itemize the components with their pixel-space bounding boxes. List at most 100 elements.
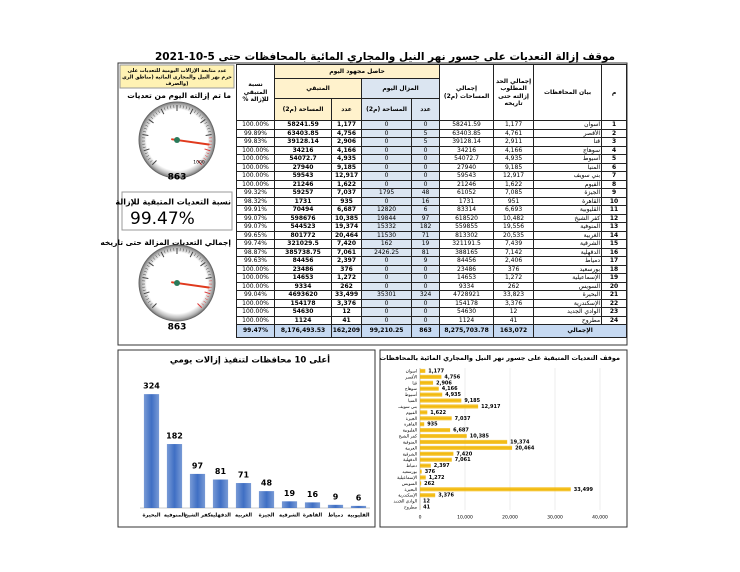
table-row: 18 بورسعيد 376 23486 0 0 376 23486 100.00%	[236, 264, 628, 274]
table-cell: 39128.14	[439, 137, 495, 147]
table-cell: 0	[411, 179, 441, 189]
table-row: 10 القاهرة 951 1731 16 0 935 1731 98.32%	[236, 196, 628, 206]
table-cell: 20,464	[331, 230, 363, 240]
table-cell: 4,166	[331, 145, 363, 155]
header-cell: حاصل مجهود اليوم	[273, 64, 441, 79]
table-row: 17 دمياط 2,406 84456 9 0 2,397 84456 99.63%	[236, 256, 628, 266]
x-tick-label: كفر الشيخ	[184, 513, 212, 519]
table-row: 12 كفر الشيخ 10,482 618520 97 19844 10,385 5986…	[236, 213, 628, 223]
table-cell: 100.00%	[236, 273, 275, 283]
x-tick-label: الغربية	[235, 513, 252, 519]
table-cell: 98.32%	[236, 196, 275, 206]
table-cell: 5	[411, 137, 441, 147]
gauge-scale	[182, 105, 184, 109]
gauge-scale	[151, 160, 157, 166]
chart-title: موقف التعديات المتبقية على جسور نهر الني…	[380, 354, 620, 362]
data-label: 7,420	[456, 451, 472, 457]
table-cell: 54630	[439, 307, 495, 317]
gauge-scale	[207, 127, 211, 130]
table-cell: 2	[601, 128, 628, 138]
data-label: 262	[424, 481, 435, 487]
gauge-scale	[163, 250, 166, 254]
table-cell: 100.00%	[236, 281, 275, 291]
table-cell: 0	[411, 298, 441, 308]
gauge-scale	[208, 289, 212, 291]
table-cell: 21	[601, 290, 628, 300]
table-cell: 16	[601, 247, 628, 257]
gauge-scale	[207, 270, 211, 273]
bar	[420, 422, 425, 427]
gauge-scale	[188, 107, 191, 111]
table-cell: 19,556	[493, 222, 535, 232]
table-cell: 4728921	[439, 290, 495, 300]
table-cell: 24	[601, 315, 628, 325]
table-cell: الدقهلية	[533, 247, 603, 257]
y-tick-label: الفيوم	[406, 411, 417, 416]
table-cell: 154178	[273, 298, 333, 308]
table-cell: 27940	[273, 162, 333, 172]
gauge-scale	[198, 114, 202, 117]
x-tick-label: 0	[419, 515, 422, 521]
table-cell: 0	[361, 315, 413, 325]
bar	[420, 439, 508, 445]
table-cell: 2,911	[493, 137, 535, 147]
data-label: 10,385	[470, 434, 490, 440]
table-cell: 1731	[273, 196, 333, 206]
table-cell: كفر الشيخ	[533, 213, 603, 223]
data-label: 97	[192, 461, 203, 470]
data-label: 182	[166, 432, 183, 441]
table-cell: 100.00%	[236, 162, 275, 172]
x-tick-label: المنوفية	[164, 513, 185, 519]
table-cell: 99.63%	[236, 256, 275, 266]
table-cell: 100.00%	[236, 171, 275, 181]
table-cell: 21246	[439, 179, 495, 189]
table-cell: 324	[411, 290, 441, 300]
table-cell: 5	[411, 128, 441, 138]
data-label: 9,185	[464, 398, 480, 404]
total-row: الإجمالي 163,072 8,275,703.78 863 99,210.25 1…	[236, 324, 628, 338]
table-cell: 18	[601, 264, 628, 274]
table-cell: 27940	[439, 162, 495, 172]
table-cell: 1,177	[331, 120, 363, 130]
table-cell: 15	[601, 239, 628, 249]
bar	[235, 483, 252, 508]
table-cell: أسيوط	[533, 154, 603, 164]
gauge-scale	[205, 277, 212, 279]
table-cell: 100.00%	[236, 145, 275, 155]
gauge-scale	[196, 255, 199, 258]
gauge-scale	[147, 300, 151, 303]
data-label: 1,272	[429, 475, 445, 481]
table-cell: الفيوم	[533, 179, 603, 189]
header-cell: عدد	[411, 98, 441, 121]
data-label: 19,374	[510, 439, 530, 445]
header-cell: عدد	[331, 98, 363, 121]
gauge-scale	[143, 131, 147, 133]
data-label: 7,061	[455, 457, 471, 463]
table-cell: 10	[601, 196, 628, 206]
table-body: 1 اسوان 1,177 58241.59 0 0 1,177 58241.59 100.00…	[236, 120, 628, 338]
x-tick-label: القليوبية	[347, 513, 369, 519]
table-cell: 97	[411, 213, 441, 223]
table-row: 13 المنوفية 19,556 559855 182 15332 19,374 5445…	[236, 222, 628, 232]
note-line: حرم نهر النيل والمجاري المائية (مناطق ال…	[122, 74, 232, 80]
data-label: 6,687	[453, 428, 469, 434]
gauge-scale	[143, 291, 150, 295]
gauge-scale	[158, 253, 161, 257]
table-cell: 19	[411, 239, 441, 249]
header-cell: م	[601, 64, 628, 121]
table-cell: 0	[361, 145, 413, 155]
table-cell: دمياط	[533, 256, 603, 266]
table-cell: 98.87%	[236, 247, 275, 257]
table-cell: 0	[361, 128, 413, 138]
table-cell: 0	[361, 264, 413, 274]
table-cell: 9334	[273, 281, 333, 291]
gauge-scale	[166, 249, 169, 253]
table-cell: 1124	[439, 315, 495, 325]
table-cell: الوادي الجديد	[533, 307, 603, 317]
chart-title: أعلى 10 محافظات لتنفيذ إزالات يومي	[170, 354, 330, 366]
gauge-scale	[197, 303, 203, 309]
y-tick-label: اسوان	[406, 369, 417, 374]
bar	[420, 433, 467, 439]
table-cell: الغربية	[533, 230, 603, 240]
